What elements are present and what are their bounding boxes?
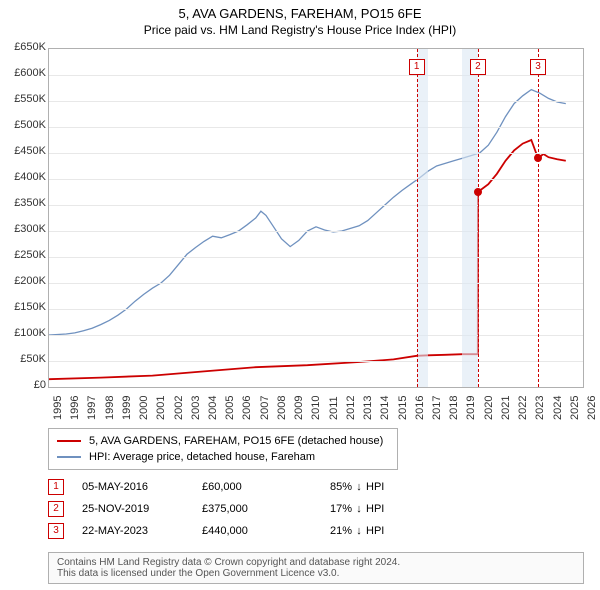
x-axis-label: 2009 — [293, 406, 305, 420]
x-axis-label: 2014 — [379, 406, 391, 420]
x-axis-label: 2023 — [534, 406, 546, 420]
x-axis-label: 2026 — [586, 406, 598, 420]
footer-line-1: Contains HM Land Registry data © Crown c… — [57, 557, 575, 568]
x-axis-label: 2008 — [276, 406, 288, 420]
x-axis-label: 2003 — [190, 406, 202, 420]
x-axis-label: 2001 — [155, 406, 167, 420]
event-marker: 1 — [409, 59, 425, 75]
event-price: £375,000 — [202, 503, 302, 515]
y-axis-label: £350K — [2, 197, 46, 209]
y-axis-label: £0 — [2, 379, 46, 391]
chart-title-2: Price paid vs. HM Land Registry's House … — [0, 21, 600, 37]
arrow-down-icon: ↓ — [352, 503, 366, 515]
event-row: 3 22-MAY-2023£440,00021%↓HPI — [48, 520, 406, 542]
y-axis-label: £50K — [2, 353, 46, 365]
x-axis-label: 2019 — [465, 406, 477, 420]
x-axis-label: 2006 — [241, 406, 253, 420]
x-axis-label: 2010 — [310, 406, 322, 420]
event-pct: 21% — [302, 525, 352, 537]
x-axis-label: 2025 — [569, 406, 581, 420]
x-axis-label: 1996 — [69, 406, 81, 420]
arrow-down-icon: ↓ — [352, 481, 366, 493]
x-axis-label: 1995 — [52, 406, 64, 420]
chart-title-1: 5, AVA GARDENS, FAREHAM, PO15 6FE — [0, 0, 600, 21]
x-axis-label: 2013 — [362, 406, 374, 420]
chart-lines — [49, 49, 583, 387]
arrow-down-icon: ↓ — [352, 525, 366, 537]
legend: 5, AVA GARDENS, FAREHAM, PO15 6FE (detac… — [48, 428, 398, 470]
event-price: £60,000 — [202, 481, 302, 493]
x-axis-label: 2017 — [431, 406, 443, 420]
y-axis-label: £550K — [2, 93, 46, 105]
event-date: 22-MAY-2023 — [82, 525, 202, 537]
x-axis-label: 2020 — [483, 406, 495, 420]
y-axis-label: £200K — [2, 275, 46, 287]
x-axis-label: 2012 — [345, 406, 357, 420]
footer-line-2: This data is licensed under the Open Gov… — [57, 568, 575, 579]
y-axis-label: £450K — [2, 145, 46, 157]
event-price: £440,000 — [202, 525, 302, 537]
x-axis-label: 1998 — [104, 406, 116, 420]
footer: Contains HM Land Registry data © Crown c… — [48, 552, 584, 584]
y-axis-label: £500K — [2, 119, 46, 131]
y-axis-label: £650K — [2, 41, 46, 53]
y-axis-label: £400K — [2, 171, 46, 183]
x-axis-label: 2022 — [517, 406, 529, 420]
event-row: 1 05-MAY-2016£60,00085%↓HPI — [48, 476, 406, 498]
event-row: 2 25-NOV-2019£375,00017%↓HPI — [48, 498, 406, 520]
y-axis-label: £600K — [2, 67, 46, 79]
x-axis-label: 1999 — [121, 406, 133, 420]
x-axis-label: 2024 — [552, 406, 564, 420]
legend-item: 5, AVA GARDENS, FAREHAM, PO15 6FE (detac… — [57, 433, 389, 449]
y-axis-label: £100K — [2, 327, 46, 339]
x-axis-label: 2015 — [397, 406, 409, 420]
event-hpi-label: HPI — [366, 525, 406, 537]
legend-label: HPI: Average price, detached house, Fare… — [89, 451, 315, 463]
y-axis-label: £300K — [2, 223, 46, 235]
event-index-box: 1 — [48, 479, 64, 495]
x-axis-label: 2005 — [224, 406, 236, 420]
event-pct: 85% — [302, 481, 352, 493]
legend-label: 5, AVA GARDENS, FAREHAM, PO15 6FE (detac… — [89, 435, 383, 447]
x-axis-label: 2007 — [259, 406, 271, 420]
x-axis-label: 2016 — [414, 406, 426, 420]
y-axis-label: £250K — [2, 249, 46, 261]
event-date: 05-MAY-2016 — [82, 481, 202, 493]
legend-swatch — [57, 456, 81, 458]
legend-item: HPI: Average price, detached house, Fare… — [57, 449, 389, 465]
event-hpi-label: HPI — [366, 481, 406, 493]
y-axis-label: £150K — [2, 301, 46, 313]
events-table: 105-MAY-2016£60,00085%↓HPI225-NOV-2019£3… — [48, 476, 406, 542]
legend-swatch — [57, 440, 81, 442]
x-axis-label: 2018 — [448, 406, 460, 420]
x-axis-label: 2002 — [173, 406, 185, 420]
event-index-box: 3 — [48, 523, 64, 539]
x-axis-label: 2011 — [328, 406, 340, 420]
event-marker: 3 — [530, 59, 546, 75]
event-marker: 2 — [470, 59, 486, 75]
x-axis-label: 2004 — [207, 406, 219, 420]
event-hpi-label: HPI — [366, 503, 406, 515]
event-pct: 17% — [302, 503, 352, 515]
plot-area: 1 2 3 — [48, 48, 584, 388]
x-axis-label: 1997 — [86, 406, 98, 420]
event-index-box: 2 — [48, 501, 64, 517]
x-axis-label: 2000 — [138, 406, 150, 420]
event-date: 25-NOV-2019 — [82, 503, 202, 515]
x-axis-label: 2021 — [500, 406, 512, 420]
